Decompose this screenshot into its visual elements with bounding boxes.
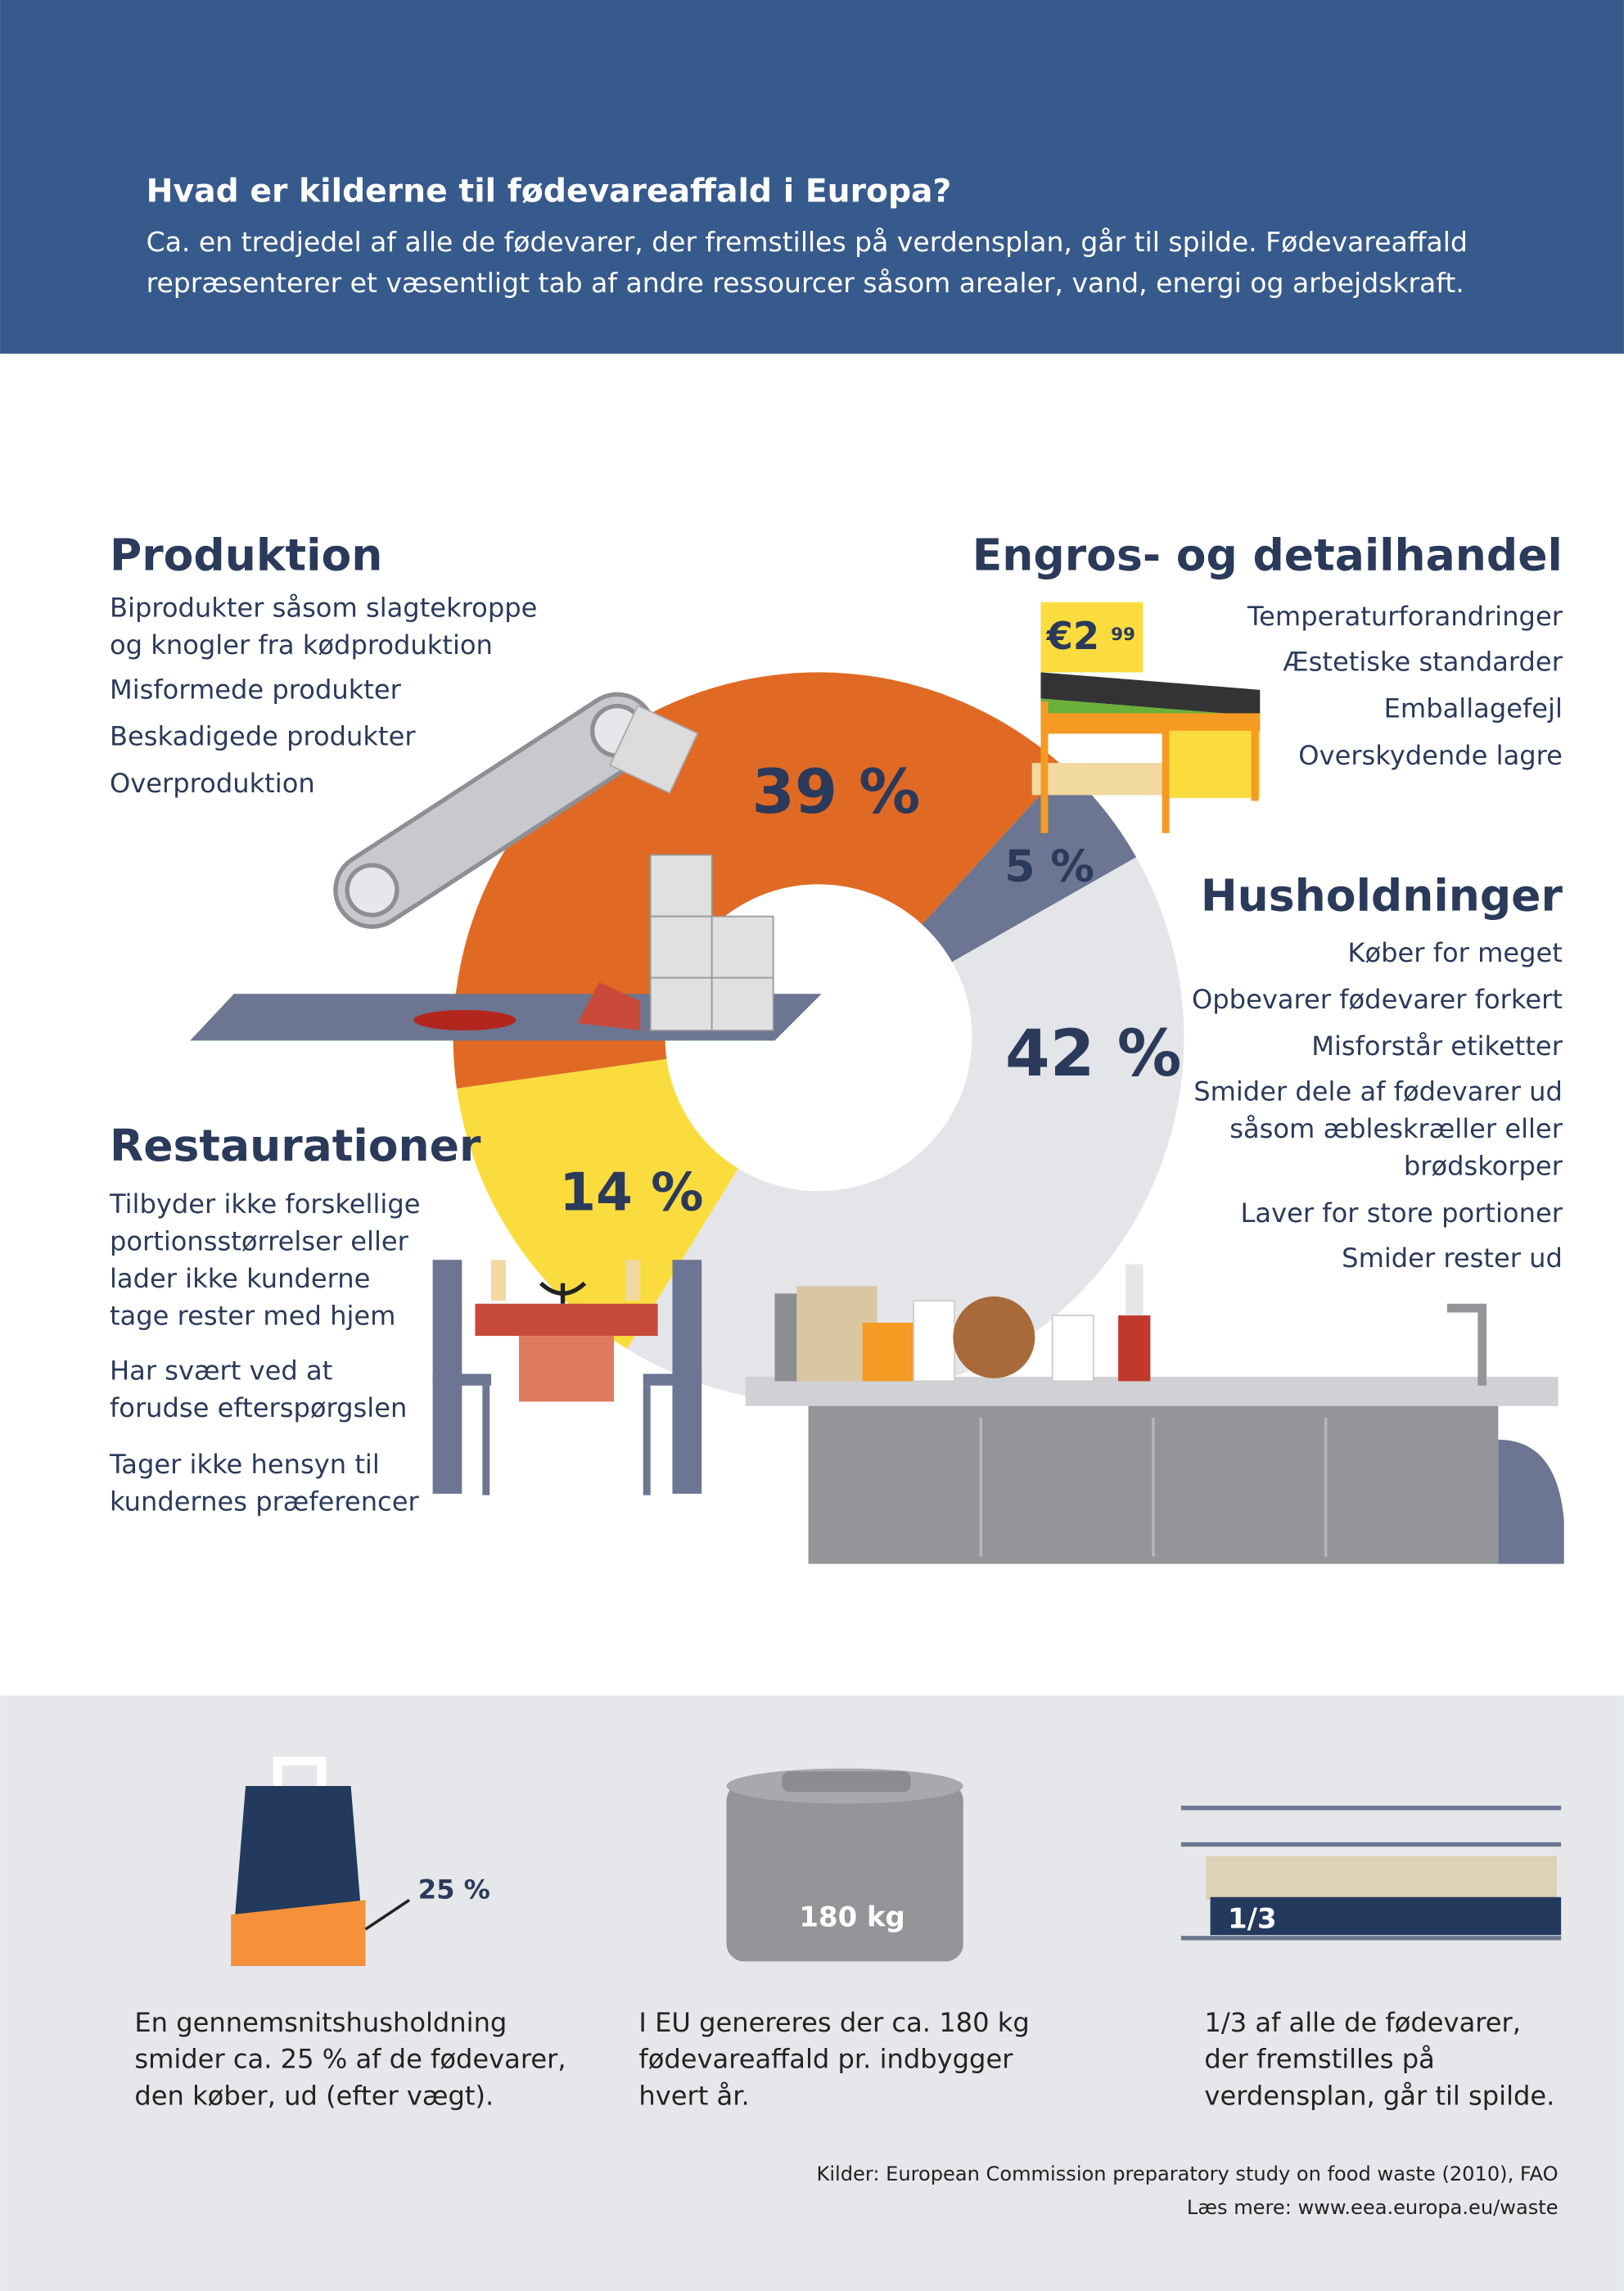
donut-segment xyxy=(922,768,1137,963)
stat-text: En gennemsnitshusholdning xyxy=(134,2007,507,2038)
section-item: Misformede produkter xyxy=(110,674,402,706)
section-title: Produktion xyxy=(110,529,382,580)
section-item: Laver for store portioner xyxy=(1241,1197,1563,1229)
section-item: Temperaturforandringer xyxy=(1247,601,1563,632)
stat-text: smider ca. 25 % af de fødevarer, xyxy=(134,2044,566,2075)
stat-label: 1/3 xyxy=(1228,1902,1277,1934)
source: Læs mere: www.eea.europa.eu/waste xyxy=(1187,2196,1559,2219)
section-item: Overskydende lagre xyxy=(1298,740,1563,771)
retail-illustration: €2 99 xyxy=(1031,602,1261,833)
section-item: Opbevarer fødevarer forkert xyxy=(1192,984,1563,1015)
section-item: Tilbyder ikke forskellige xyxy=(109,1188,421,1220)
section-title: Restaurationer xyxy=(110,1120,481,1171)
section-item: Misforstår etiketter xyxy=(1311,1030,1563,1062)
production-illustration xyxy=(190,692,822,1041)
section-item: tage rester med hjem xyxy=(110,1301,395,1332)
header-title: Hvad er kilderne til fødevareaffald i Eu… xyxy=(147,173,952,210)
header-subtitle: Ca. en tredjedel af alle de fødevarer, d… xyxy=(147,226,1468,258)
section-item: forudse efterspørgslen xyxy=(110,1392,407,1423)
section-item: Tager ikke hensyn til xyxy=(109,1449,380,1480)
section-item: Smider rester ud xyxy=(1342,1242,1563,1274)
price-cents: 99 xyxy=(1111,625,1135,645)
stat-text: hvert år. xyxy=(638,2080,749,2111)
section-item: lader ikke kunderne xyxy=(110,1263,370,1294)
stat-text: den køber, ud (efter vægt). xyxy=(134,2080,494,2111)
section-item: Overproduktion xyxy=(110,768,315,799)
source: Kilder: European Commission preparatory … xyxy=(817,2162,1559,2185)
stat-text: fødevareaffald pr. indbygger xyxy=(638,2044,1013,2075)
text-layer: Hvad er kilderne til fødevareaffald i Eu… xyxy=(109,173,1563,2219)
section-item: kundernes præferencer xyxy=(110,1486,419,1517)
stat-text: verdensplan, går til spilde. xyxy=(1204,2080,1554,2111)
segment-label: 42 % xyxy=(1005,1016,1181,1091)
donut-segment xyxy=(627,857,1184,1404)
stats-illustrations xyxy=(231,1757,1562,1966)
section-item: brødskorper xyxy=(1404,1151,1563,1182)
stat-text: I EU genereres der ca. 180 kg xyxy=(638,2007,1029,2038)
header-subtitle: repræsenterer et væsentligt tab af andre… xyxy=(147,267,1464,299)
section-item: såsom æbleskræller eller xyxy=(1229,1113,1563,1144)
donut-segment xyxy=(456,1058,738,1350)
stat-label: 180 kg xyxy=(799,1901,904,1932)
section-item: Har svært ved at xyxy=(110,1355,332,1387)
household-illustration xyxy=(745,1264,1564,1564)
segment-label: 14 % xyxy=(559,1162,703,1224)
section-item: Emballagefejl xyxy=(1384,693,1563,724)
section-item: Køber for meget xyxy=(1347,937,1562,968)
stat-text: der fremstilles på xyxy=(1204,2044,1434,2075)
stat-text: 1/3 af alle de fødevarer, xyxy=(1204,2007,1521,2038)
stat-label: 25 % xyxy=(418,1874,490,1905)
section-item: Biprodukter såsom slagtekroppe xyxy=(110,593,537,624)
segment-label: 5 % xyxy=(1004,841,1094,892)
section-item: og knogler fra kødproduktion xyxy=(110,629,493,661)
restaurant-illustration xyxy=(432,1260,702,1495)
segment-label: 39 % xyxy=(752,755,921,828)
price-tag: €2 xyxy=(1046,614,1100,658)
header-band xyxy=(0,0,1624,354)
section-item: Æstetiske standarder xyxy=(1283,647,1563,678)
section-title: Husholdninger xyxy=(1201,869,1563,921)
section-title: Engros- og detailhandel xyxy=(972,529,1563,580)
section-item: Smider dele af fødevarer ud xyxy=(1193,1076,1563,1107)
section-item: portionsstørrelser eller xyxy=(110,1226,409,1257)
section-item: Beskadigede produkter xyxy=(110,721,416,752)
